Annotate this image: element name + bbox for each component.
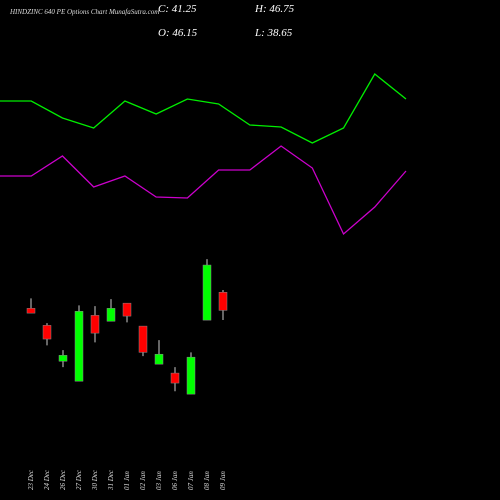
line-series — [0, 73, 407, 144]
x-tick-label: 02 Jan — [139, 471, 147, 490]
candle-body — [202, 264, 212, 321]
x-tick-label: 03 Jan — [155, 471, 163, 490]
candle-body — [138, 325, 148, 353]
x-tick-label: 08 Jan — [203, 471, 211, 490]
ohlc-label: C: 41.25 — [158, 3, 197, 15]
ohlc-label: L: 38.65 — [254, 27, 293, 39]
candle-body — [74, 311, 84, 382]
candle-body — [42, 325, 52, 340]
x-tick-label: 30 Dec — [91, 469, 99, 491]
candle-body — [26, 308, 36, 314]
candle-body — [218, 291, 228, 311]
chart-title: HINDZINC 640 PE Options Chart MunafaSutr… — [9, 8, 159, 16]
candle-body — [106, 308, 116, 322]
x-tick-label: 31 Dec — [107, 469, 115, 491]
candle-body — [154, 353, 164, 365]
x-tick-label: 24 Dec — [43, 469, 51, 490]
x-tick-label: 01 Jan — [123, 471, 131, 490]
x-tick-label: 26 Dec — [59, 469, 67, 490]
x-tick-label: 23 Dec — [27, 469, 35, 490]
candle-body — [122, 302, 132, 317]
x-tick-label: 09 Jan — [219, 471, 227, 490]
ohlc-label: O: 46.15 — [158, 27, 198, 39]
x-tick-label: 07 Jan — [187, 471, 195, 490]
candle-body — [90, 315, 100, 334]
candle-body — [58, 355, 68, 362]
line-series — [0, 145, 407, 236]
x-tick-label: 06 Jan — [171, 471, 179, 490]
candle-body — [170, 372, 180, 384]
candle-body — [186, 356, 196, 395]
x-tick-label: 27 Dec — [75, 469, 83, 490]
ohlc-label: H: 46.75 — [254, 3, 295, 15]
